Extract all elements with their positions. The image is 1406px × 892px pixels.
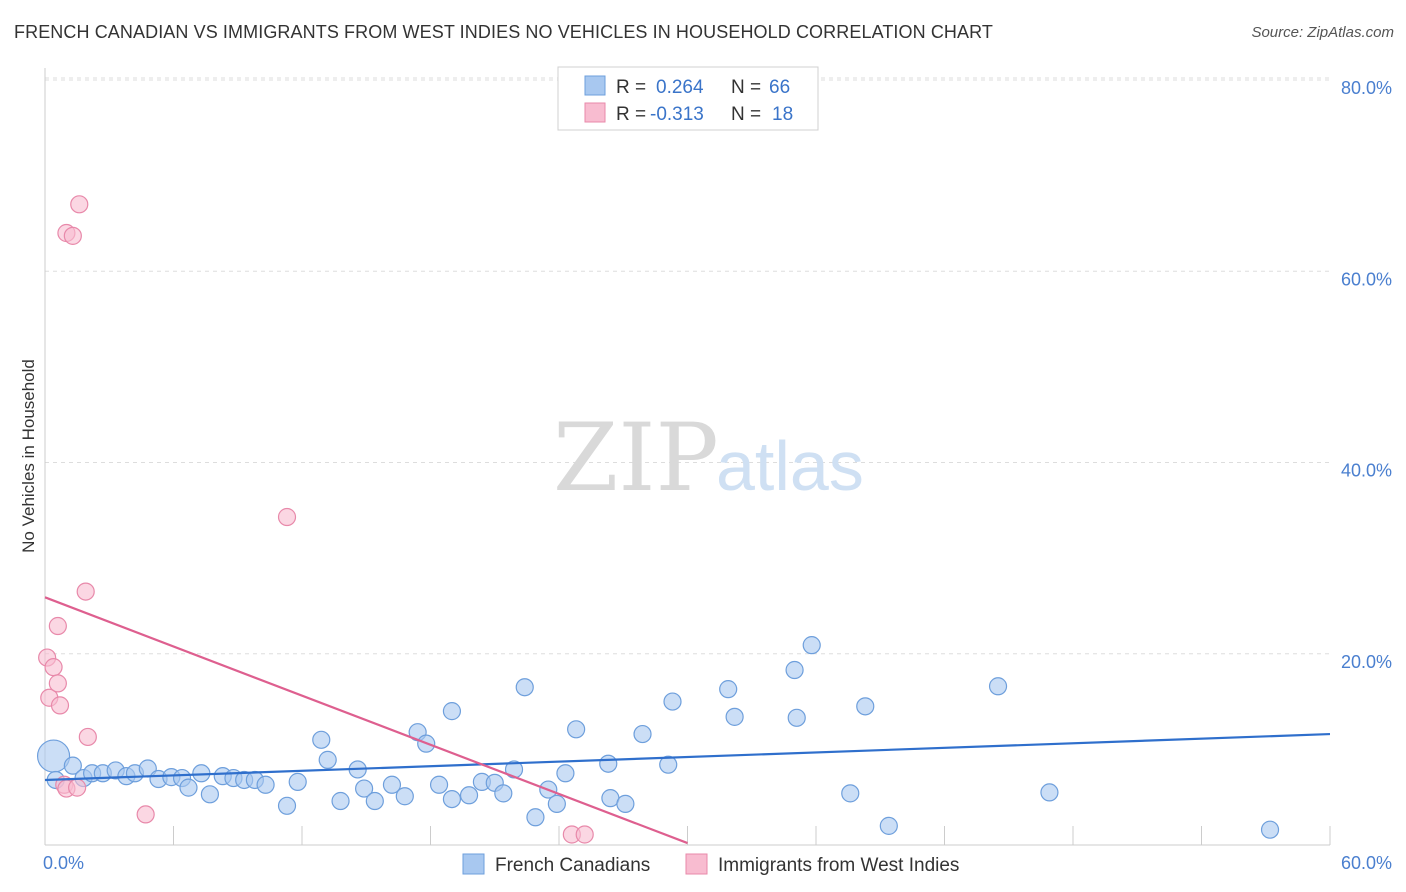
legend-n-value-2: 18: [772, 104, 793, 125]
point-s1-2: [44, 658, 63, 677]
point-s1-5: [50, 696, 70, 715]
point-s0-23: [312, 730, 331, 749]
legend-n-value-1: 66: [769, 77, 790, 98]
point-s0-41: [515, 678, 534, 697]
point-s0-27: [355, 779, 374, 798]
legend-n-label-1: N =: [731, 77, 761, 98]
x-ticks: [173, 826, 1331, 845]
point-s0-47: [599, 754, 618, 773]
legend-r-label-1: R =: [616, 77, 646, 98]
point-s1-11: [70, 195, 89, 214]
series-legend: French Canadians Immigrants from West In…: [462, 853, 959, 876]
trend-lines: [44, 596, 1331, 845]
point-s1-17: [575, 825, 594, 844]
point-s0-45: [556, 764, 575, 783]
watermark-zip: ZIP: [553, 404, 719, 513]
point-s1-4: [48, 674, 67, 693]
y-tick-labels: 20.0% 40.0% 60.0% 80.0%: [1341, 78, 1392, 672]
point-s0-21: [277, 796, 297, 815]
point-s0-29: [382, 775, 402, 794]
point-s1-10: [68, 778, 87, 797]
point-s1-12: [76, 582, 95, 601]
point-s0-49: [616, 794, 635, 813]
watermark: ZIP atlas: [553, 404, 864, 513]
point-s0-22: [288, 772, 307, 791]
point-s1-9: [63, 226, 82, 245]
point-s1-15: [277, 507, 297, 527]
watermark-atlas: atlas: [716, 427, 864, 505]
point-s0-46: [567, 720, 586, 739]
x-tick-label-max: 60.0%: [1341, 853, 1392, 873]
x-tick-label-min: 0.0%: [43, 853, 84, 873]
legend-n-label-2: N =: [731, 104, 761, 125]
y-tick-label-20: 20.0%: [1341, 652, 1392, 672]
legend-r-label-2: R =: [616, 104, 646, 125]
point-s0-42: [526, 808, 545, 827]
point-s0-40: [504, 760, 524, 779]
y-axis-label: No Vehicles in Household: [19, 359, 38, 553]
point-s1-3: [48, 616, 67, 636]
legend-swatch-west-indies: [584, 102, 606, 123]
point-s0-24: [318, 750, 337, 769]
series-legend-swatch-west-indies: [685, 853, 708, 875]
point-s0-57: [802, 636, 821, 655]
point-s0-36: [459, 786, 479, 805]
legend-r-value-1: 0.264: [656, 77, 704, 98]
point-s0-50: [633, 724, 652, 744]
point-s0-30: [395, 787, 414, 806]
point-s0-56: [787, 708, 806, 727]
trend-line-s1: [44, 596, 688, 845]
point-s0-61: [988, 677, 1008, 696]
point-s0-44: [547, 794, 566, 813]
point-s0-53: [719, 680, 738, 699]
legend: R = 0.264 N = 66 R = -0.313 N = 18: [557, 66, 819, 131]
point-s0-28: [365, 791, 384, 811]
point-s0-33: [429, 775, 449, 794]
y-tick-label-60: 60.0%: [1341, 269, 1392, 289]
legend-swatch-french-canadians: [584, 75, 606, 96]
point-s1-14: [136, 805, 155, 824]
point-s0-59: [856, 697, 875, 716]
point-s0-54: [725, 707, 744, 726]
point-s0-34: [442, 789, 462, 809]
point-s1-13: [78, 727, 97, 747]
point-s0-55: [785, 660, 804, 680]
point-s0-58: [841, 784, 860, 803]
chart-title: FRENCH CANADIAN VS IMMIGRANTS FROM WEST …: [14, 22, 994, 42]
series-legend-label-west-indies: Immigrants from West Indies: [718, 855, 959, 876]
point-s0-52: [663, 692, 682, 711]
series-legend-swatch-french-canadians: [462, 853, 485, 875]
legend-r-value-2: -0.313: [650, 104, 704, 125]
source-credit: Source: ZipAtlas.com: [1251, 24, 1394, 41]
point-s0-15: [200, 785, 220, 804]
point-s0-13: [179, 778, 198, 797]
point-s0-39: [494, 784, 513, 803]
point-s0-35: [442, 702, 462, 721]
point-s0-63: [1260, 820, 1280, 839]
point-s0-51: [659, 755, 678, 774]
point-s0-25: [331, 791, 350, 811]
series-legend-label-french-canadians: French Canadians: [495, 855, 650, 876]
point-s0-62: [1040, 783, 1059, 802]
data-points: [36, 195, 1280, 844]
point-s0-2: [63, 756, 82, 775]
point-s0-20: [256, 775, 275, 794]
point-s0-60: [879, 816, 898, 835]
grid: [45, 77, 1330, 655]
y-tick-label-40: 40.0%: [1341, 461, 1392, 481]
trend-line-s0: [44, 732, 1331, 782]
y-tick-label-80: 80.0%: [1341, 78, 1392, 98]
